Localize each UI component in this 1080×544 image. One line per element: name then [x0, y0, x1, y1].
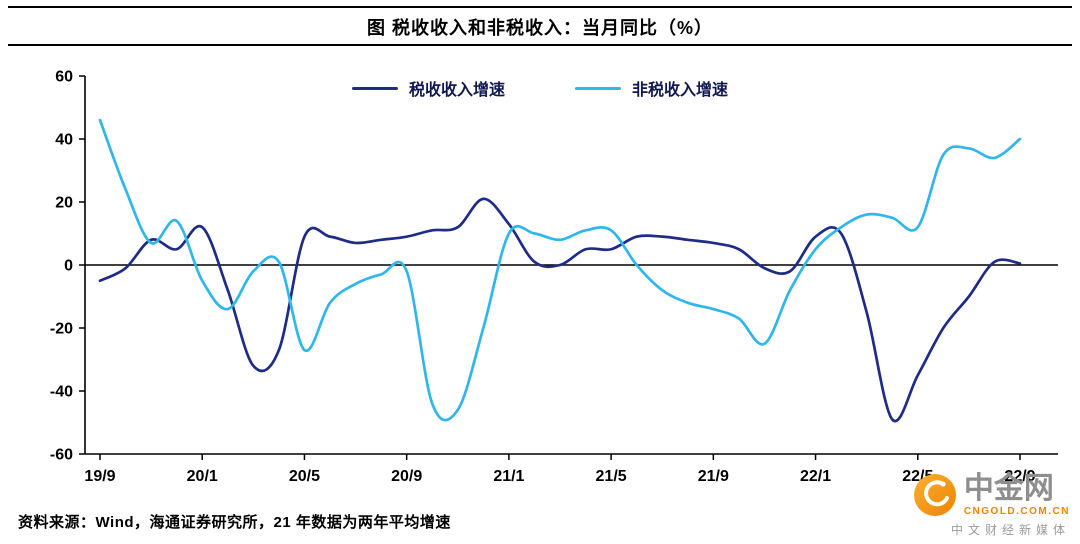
x-tick-label: 21/9 — [698, 468, 729, 485]
y-tick-label: 40 — [55, 132, 73, 149]
y-tick-label: 60 — [55, 69, 73, 86]
source-note: 资料来源：Wind，海通证券研究所，21 年数据为两年平均增速 — [18, 514, 451, 531]
gold-coin-swirl-icon — [913, 474, 956, 516]
nontax-revenue-series-line — [98, 118, 1022, 422]
x-tick-label: 20/1 — [187, 468, 218, 485]
logo-tagline: 中文财经新媒体 — [950, 523, 1070, 537]
logo-domain: CNGOLD.COM.CN — [963, 505, 1070, 517]
chart-title: 图 税收收入和非税收入：当月同比（%） — [366, 18, 713, 38]
x-tick-label: 19/9 — [84, 468, 115, 485]
y-tick-label: -20 — [50, 321, 73, 338]
tax-revenue-series-line — [98, 197, 1022, 423]
y-tick-label: -40 — [50, 384, 73, 401]
logo-name: 中金网 — [963, 472, 1054, 506]
x-tick-label: 20/5 — [289, 468, 320, 485]
top-rule — [8, 6, 1072, 8]
y-tick-label: -60 — [50, 447, 73, 464]
x-tick-label: 22/1 — [800, 468, 831, 485]
x-tick-label: 22/9 — [1004, 468, 1035, 485]
cngold-logo: 中金网 CNGOLD.COM.CN 中文财经新媒体 — [900, 473, 1070, 538]
y-tick-label: 20 — [55, 195, 73, 212]
logo-row: 中金网 CNGOLD.COM.CN — [913, 473, 1070, 517]
logo-text-col: 中金网 CNGOLD.COM.CN — [964, 473, 1070, 517]
y-tick-label: 0 — [64, 258, 73, 275]
x-tick-label: 21/5 — [596, 468, 627, 485]
x-tick-label: 20/9 — [391, 468, 422, 485]
title-underline-rule — [8, 44, 1072, 46]
chart-area: 60 40 20 0 -20 -40 -60 19/9 20/1 20/5 20/9 21/1 21/5… — [0, 50, 1080, 490]
x-tick-label: 21/1 — [493, 468, 524, 485]
line-chart: 60 40 20 0 -20 -40 -60 19/9 20/1 20/5 20/9 21/1 21/5… — [50, 69, 1058, 485]
